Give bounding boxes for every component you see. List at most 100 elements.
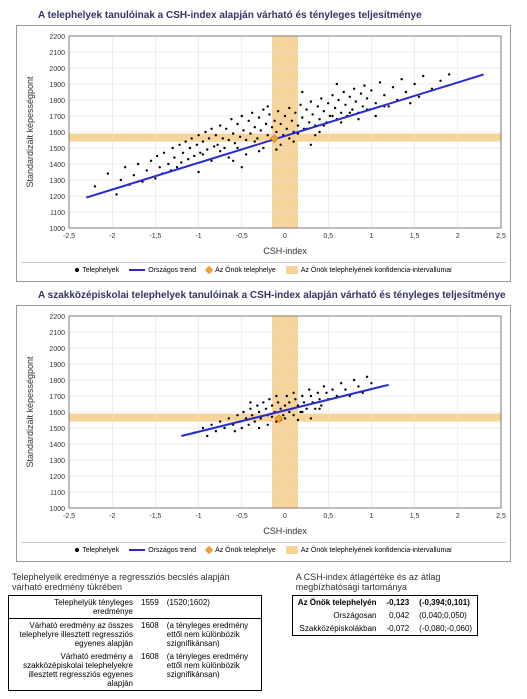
svg-text:-2: -2 — [109, 513, 115, 520]
table-row: Telephelyük tényleges eredménye 1559 (15… — [9, 596, 262, 619]
row-label: Országosan — [292, 609, 381, 622]
table2: Az Önök telephelyén -0,123 (-0,394;0,101… — [292, 595, 478, 636]
chart2-container: -2,5 -2 -1,5 -1 -0,5 0 0,5 1 1,5 2 2,5 1000 1100 1200… — [16, 305, 511, 562]
legend-telephelyek: Telephelyek — [75, 547, 119, 554]
row-ci: (0,040;0,050) — [414, 609, 477, 622]
svg-text:2000: 2000 — [49, 66, 65, 73]
svg-text:2,5: 2,5 — [496, 233, 506, 240]
svg-text:-2,5: -2,5 — [63, 513, 75, 520]
svg-text:1400: 1400 — [49, 162, 65, 169]
legend-orszagos-trend: Országos trend — [129, 547, 196, 554]
chart1-container: -2,5-2-1,5-1-0,500,511,522,5100011001200… — [16, 25, 511, 282]
svg-text:-0,5: -0,5 — [236, 513, 248, 520]
row-value: -0,072 — [381, 622, 414, 636]
svg-text:1000: 1000 — [49, 226, 65, 233]
svg-text:CSH-index: CSH-index — [263, 246, 307, 256]
legend-telephelyek: Telephelyek — [75, 267, 119, 274]
svg-text:1000: 1000 — [49, 506, 65, 513]
table-row: Az Önök telephelyén -0,123 (-0,394;0,101… — [292, 596, 477, 610]
svg-text:Standardizált képességpont: Standardizált képességpont — [25, 76, 35, 188]
svg-text:-1,5: -1,5 — [149, 513, 161, 520]
svg-text:2100: 2100 — [49, 50, 65, 57]
svg-text:CSH-index: CSH-index — [263, 526, 307, 536]
row-value: 1559 — [137, 596, 163, 619]
svg-text:1600: 1600 — [49, 410, 65, 417]
svg-text:-2,5: -2,5 — [63, 233, 75, 240]
svg-text:-0,5: -0,5 — [236, 233, 248, 240]
table1-title: Telephelyeik eredménye a regressziós bec… — [12, 572, 232, 592]
svg-text:0: 0 — [283, 233, 287, 240]
svg-text:1200: 1200 — [49, 474, 65, 481]
legend-konfidencia: Az Önök telephelyének konfidencia-interv… — [286, 546, 452, 554]
legend-label: Országos trend — [148, 267, 196, 274]
svg-text:1800: 1800 — [49, 98, 65, 105]
table-row: Szakközépiskolákban -0,072 (-0,080;-0,06… — [292, 622, 477, 636]
table1: Telephelyük tényleges eredménye 1559 (15… — [8, 595, 262, 691]
svg-text:2100: 2100 — [49, 330, 65, 337]
svg-text:1300: 1300 — [49, 458, 65, 465]
svg-text:1: 1 — [369, 233, 373, 240]
svg-text:2,5: 2,5 — [496, 513, 506, 520]
row-label: Szakközépiskolákban — [292, 622, 381, 636]
table2-title: A CSH-index átlagértéke és az átlag megb… — [296, 572, 496, 592]
row-label: Várható eredmény az összes telephelyre i… — [9, 619, 138, 651]
svg-text:1700: 1700 — [49, 114, 65, 121]
table-row: Várható eredmény az összes telephelyre i… — [9, 619, 262, 651]
svg-text:0,5: 0,5 — [323, 233, 333, 240]
svg-text:2200: 2200 — [49, 314, 65, 321]
row-value: -0,123 — [381, 596, 414, 610]
legend-label: Országos trend — [148, 547, 196, 554]
svg-text:2: 2 — [456, 233, 460, 240]
svg-text:0: 0 — [283, 513, 287, 520]
row-value: 1608 — [137, 619, 163, 651]
svg-text:1100: 1100 — [50, 210, 65, 217]
svg-text:Standardizált képességpont: Standardizált képességpont — [25, 356, 35, 468]
row-ci: (1520;1602) — [163, 596, 262, 619]
svg-text:1700: 1700 — [49, 394, 65, 401]
chart1-svg: -2,5-2-1,5-1-0,500,511,522,5100011001200… — [21, 30, 511, 260]
legend-label: Az Önök telephelyének konfidencia-interv… — [301, 547, 452, 554]
row-ci: (a tényleges eredmény ettől nem különböz… — [163, 619, 262, 651]
svg-text:1: 1 — [369, 513, 373, 520]
svg-text:-1: -1 — [195, 513, 201, 520]
legend-label: Az Önök telephelye — [215, 267, 276, 274]
svg-text:1500: 1500 — [49, 146, 65, 153]
svg-text:1,5: 1,5 — [410, 233, 420, 240]
legend-onok-telephelye: Az Önök telephelye — [206, 547, 276, 554]
svg-text:1500: 1500 — [49, 426, 65, 433]
chart1-title: A telephelyek tanulóinak a CSH-index ala… — [38, 10, 519, 21]
svg-text:1900: 1900 — [49, 82, 65, 89]
svg-text:-1: -1 — [195, 233, 201, 240]
row-ci: (-0,080;-0,060) — [414, 622, 477, 636]
svg-text:2: 2 — [456, 513, 460, 520]
svg-text:1200: 1200 — [49, 194, 65, 201]
row-label: Telephelyük tényleges eredménye — [9, 596, 138, 619]
svg-text:-2: -2 — [109, 233, 115, 240]
svg-text:1100: 1100 — [50, 490, 65, 497]
svg-text:0,5: 0,5 — [323, 513, 333, 520]
legend-label: Az Önök telephelye — [215, 547, 276, 554]
svg-text:1600: 1600 — [49, 130, 65, 137]
legend-orszagos-trend: Országos trend — [129, 267, 196, 274]
legend-onok-telephelye: Az Önök telephelye — [206, 267, 276, 274]
svg-text:1300: 1300 — [49, 178, 65, 185]
svg-text:2200: 2200 — [49, 34, 65, 41]
chart2-svg: -2,5 -2 -1,5 -1 -0,5 0 0,5 1 1,5 2 2,5 1000 1100 1200… — [21, 310, 511, 540]
chart2-title: A szakközépiskolai telephelyek tanulóina… — [38, 290, 519, 301]
svg-text:1400: 1400 — [49, 442, 65, 449]
table-row: Várható eredmény a szakközépiskolai tele… — [9, 650, 262, 691]
row-value: 1608 — [137, 650, 163, 691]
svg-text:2000: 2000 — [49, 346, 65, 353]
legend-label: Az Önök telephelyének konfidencia-interv… — [301, 267, 452, 274]
svg-text:1800: 1800 — [49, 378, 65, 385]
legend-label: Telephelyek — [82, 547, 119, 554]
table2-block: A CSH-index átlagértéke és az átlag megb… — [292, 570, 496, 636]
svg-text:1900: 1900 — [49, 362, 65, 369]
legend-konfidencia: Az Önök telephelyének konfidencia-interv… — [286, 266, 452, 274]
table-row: Országosan 0,042 (0,040;0,050) — [292, 609, 477, 622]
row-ci: (-0,394;0,101) — [414, 596, 477, 610]
svg-text:1,5: 1,5 — [410, 513, 420, 520]
row-ci: (a tényleges eredmény ettől nem különböz… — [163, 650, 262, 691]
legend-label: Telephelyek — [82, 267, 119, 274]
row-value: 0,042 — [381, 609, 414, 622]
